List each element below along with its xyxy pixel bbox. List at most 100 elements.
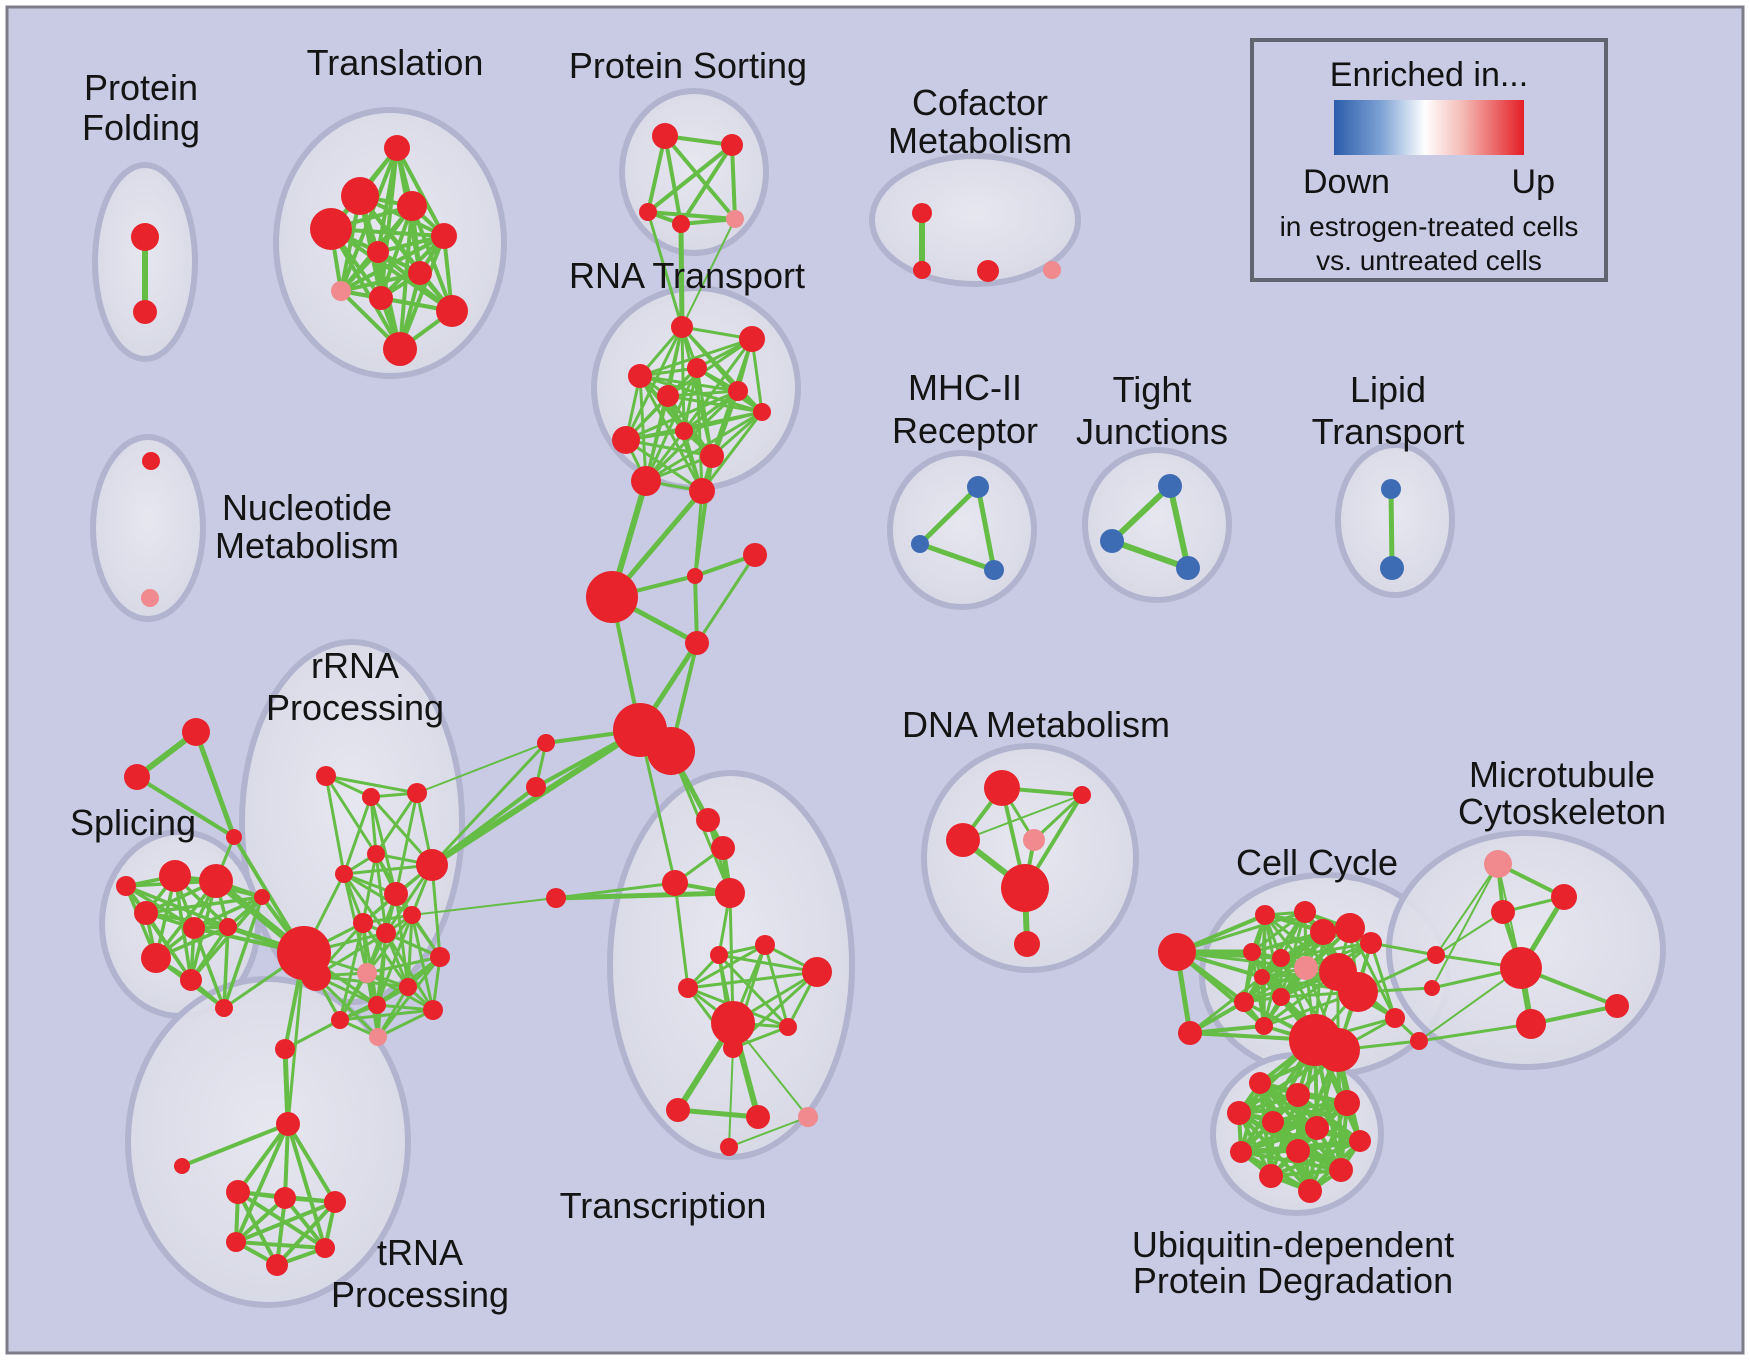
- gene-set-node-cc7: [1294, 956, 1318, 980]
- gene-set-node-mid0: [687, 568, 703, 584]
- gene-set-node-co0: [1158, 933, 1196, 971]
- gene-set-node-lt0: [1381, 479, 1401, 499]
- edge-rrna: [324, 774, 419, 795]
- gene-set-node-dm3: [946, 823, 980, 857]
- cluster-label-transcription: Transcription: [560, 1185, 767, 1226]
- gene-set-node-sp0: [159, 860, 191, 892]
- cluster-label-trna-processing: Processing: [331, 1274, 509, 1315]
- gene-set-node-cc13: [1255, 1017, 1273, 1035]
- gene-set-node-tx2: [662, 870, 688, 896]
- gene-set-node-cc3: [1310, 919, 1336, 945]
- gene-set-node-fr2: [226, 829, 242, 845]
- gene-set-node-tx4: [755, 935, 775, 955]
- gene-set-node-tj0: [1158, 474, 1182, 498]
- gene-set-node-rr11: [301, 961, 331, 991]
- edge-rrna: [342, 795, 373, 876]
- edge-protein-sorting: [663, 134, 683, 226]
- gene-set-node-tp5: [226, 1232, 246, 1252]
- gene-set-node-rt3: [687, 358, 707, 378]
- edge-transcription-core: [763, 943, 790, 1029]
- gene-set-node-nm0: [142, 452, 160, 470]
- gene-set-node-tx13: [798, 1107, 818, 1127]
- gene-set-node-rt5: [728, 381, 748, 401]
- gene-set-node-tx9: [723, 1038, 743, 1058]
- gene-set-node-tj1: [1100, 529, 1124, 553]
- edge: [430, 741, 548, 867]
- gene-set-node-ps1: [721, 134, 743, 156]
- edge-rna-transport: [638, 374, 648, 483]
- gene-set-node-ccH2: [1316, 1028, 1360, 1072]
- legend-title: Enriched in...: [1329, 56, 1529, 94]
- edge: [678, 221, 685, 330]
- gene-set-node-cc12: [1272, 988, 1290, 1006]
- gene-set-node-nm1: [141, 589, 159, 607]
- cluster-label-dna-metabolism: DNA Metabolism: [902, 704, 1170, 745]
- edge-rna-transport: [666, 337, 754, 398]
- edge-translation: [339, 271, 422, 293]
- nodes: [116, 123, 1629, 1276]
- edge-rna-transport: [638, 337, 754, 378]
- gene-set-node-sp1: [199, 864, 233, 898]
- edge-tight: [1109, 538, 1191, 571]
- cluster-label-tight-junctions: Tight: [1113, 369, 1192, 410]
- edge: [1417, 1022, 1533, 1043]
- edge-tight: [1109, 483, 1173, 544]
- gene-set-node-rr5: [384, 882, 408, 906]
- edge: [646, 210, 684, 329]
- cluster-label-cofactor-metabolism: Metabolism: [888, 120, 1072, 161]
- edge-splicing: [124, 884, 230, 929]
- edge-translation: [398, 234, 446, 351]
- gene-set-node-rr6: [416, 849, 448, 881]
- gene-set-node-co1: [1178, 1021, 1202, 1045]
- gene-set-node-tp2: [226, 1180, 250, 1204]
- edge-rrna: [324, 774, 378, 856]
- gene-set-node-ub2: [1334, 1090, 1360, 1116]
- cluster-label-mhc-ii-receptor: Receptor: [892, 410, 1038, 451]
- gene-set-node-sp2: [134, 901, 158, 925]
- edge-rrna: [365, 913, 414, 975]
- gene-set-node-ps4: [726, 210, 744, 228]
- gene-set-node-P2: [647, 727, 695, 775]
- edge: [728, 1047, 734, 1148]
- edge: [675, 1107, 761, 1120]
- gene-set-node-lt1: [1380, 556, 1404, 580]
- gene-set-node-rr13: [357, 963, 377, 983]
- cluster-label-rrna-processing: Processing: [266, 687, 444, 728]
- gene-set-node-tp6: [266, 1254, 288, 1276]
- gene-set-node-sp8: [215, 999, 233, 1017]
- edge: [193, 729, 237, 840]
- edge-cell-cycle: [1279, 941, 1373, 960]
- gene-set-node-tx12: [746, 1105, 770, 1129]
- gene-set-node-dm1: [1073, 786, 1091, 804]
- cluster-label-lipid-transport: Transport: [1312, 411, 1465, 452]
- gene-set-node-rr9: [403, 906, 421, 924]
- gene-set-node-tx14: [720, 1138, 738, 1156]
- edge-rna-transport: [666, 394, 764, 414]
- edge-cell-cycle: [1348, 926, 1397, 1020]
- edge: [695, 553, 757, 645]
- edge-rna-transport: [682, 337, 754, 433]
- edge-trna: [236, 1122, 290, 1194]
- edge-trna: [236, 1190, 279, 1267]
- edge-translation: [329, 227, 402, 351]
- gene-set-node-t0: [384, 135, 410, 161]
- edge-mhc: [917, 484, 981, 547]
- edge: [1175, 950, 1266, 1028]
- edge-trna: [234, 1240, 327, 1250]
- gene-set-node-sp9: [116, 876, 136, 896]
- edge: [1369, 941, 1438, 957]
- legend-box: Enriched in... Down Up in estrogen-treat…: [1250, 38, 1608, 282]
- edge-mhc: [975, 484, 997, 573]
- cluster-ellipse-trna-processing: [125, 976, 411, 1308]
- gene-set-node-tp7: [315, 1238, 335, 1258]
- gene-set-node-t6: [408, 261, 432, 285]
- edge-rrna: [324, 774, 346, 876]
- gene-set-node-rr18: [430, 947, 450, 967]
- edge: [728, 1116, 809, 1148]
- edge: [286, 951, 306, 1126]
- gene-set-node-sp3: [183, 917, 205, 939]
- gene-set-node-tx7: [678, 978, 698, 998]
- gene-set-node-cc2: [1335, 913, 1365, 943]
- edge-rrna: [342, 872, 414, 917]
- edge-tight: [1167, 483, 1191, 571]
